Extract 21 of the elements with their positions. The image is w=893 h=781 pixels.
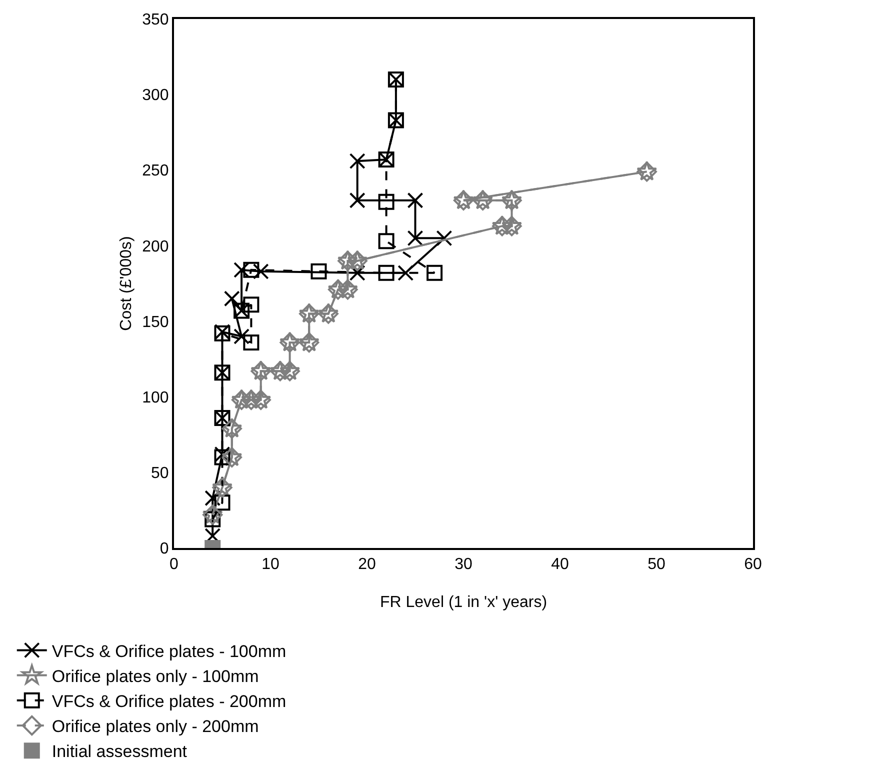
legend-label: VFCs & Orifice plates - 200mm [52,692,286,712]
x-tick-label: 20 [358,556,376,574]
y-tick-label: 300 [142,87,169,104]
legend-label: Orifice plates only - 100mm [52,666,259,686]
x-tick-label: 60 [744,556,762,574]
legend-label: Initial assessment [52,742,188,762]
y-tick-label: 250 [142,162,169,180]
y-axis-title: Cost (£'000s) [118,236,135,331]
legend-label: VFCs & Orifice plates - 100mm [52,642,286,661]
x-tick-label: 40 [551,556,569,574]
x-tick-label: 10 [262,556,280,574]
y-tick-label: 50 [151,465,169,482]
x-tick-label: 30 [454,556,472,574]
y-tick-label: 0 [160,540,169,558]
y-tick-label: 200 [142,238,169,256]
x-tick-label: 50 [648,556,666,574]
x-axis-title: FR Level (1 in 'x' years) [380,594,548,611]
y-tick-label: 150 [142,314,169,331]
y-tick-label: 100 [142,389,169,406]
y-tick-label: 350 [142,12,169,29]
legend-label: Orifice plates only - 200mm [52,717,259,736]
